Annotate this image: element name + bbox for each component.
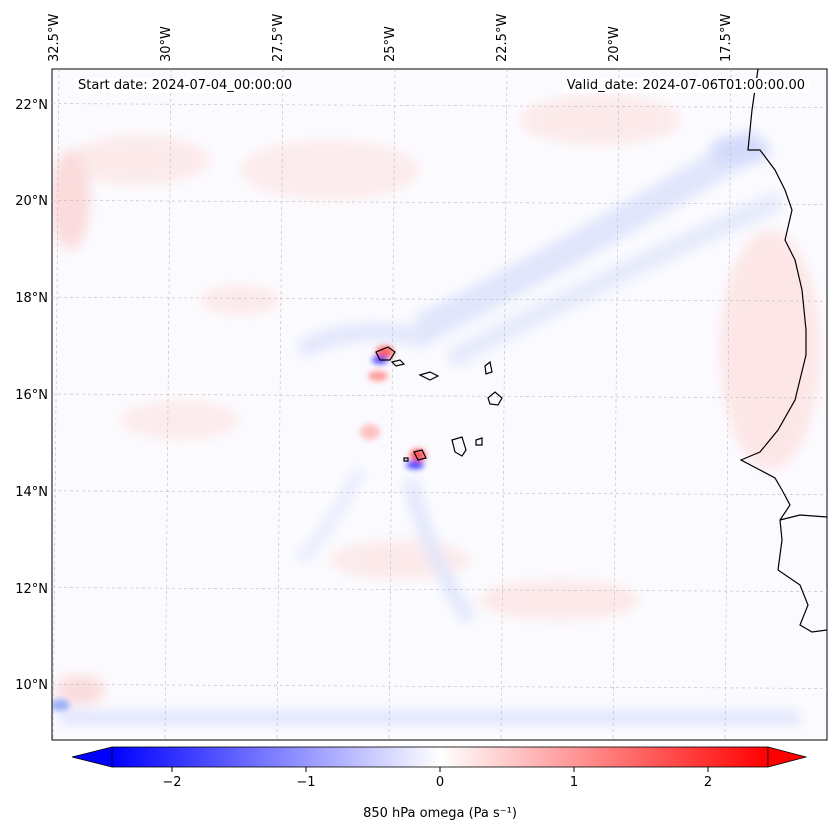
- start-date-label: Start date: 2024-07-04_00:00:00: [74, 78, 297, 93]
- meridian-line: [276, 69, 284, 740]
- graticule: [52, 69, 827, 740]
- colorbar: [111, 746, 769, 768]
- meridian-line: [52, 69, 60, 740]
- map-frame: [51, 68, 828, 741]
- lon-tick-label: 32.5°W: [47, 13, 62, 62]
- lon-tick-label: 25°W: [383, 26, 398, 62]
- valid-date-label: Valid_date: 2024-07-06T01:00:00.00: [562, 78, 809, 93]
- colorbar-label: 850 hPa omega (Pa s⁻¹): [363, 806, 517, 821]
- meridian-line: [612, 69, 620, 740]
- lat-tick-label: 18°N: [15, 291, 48, 307]
- lon-tick-label: 27.5°W: [271, 13, 286, 62]
- colorbar-extend-min: [71, 746, 113, 768]
- colorbar-tick-label: 2: [703, 775, 713, 790]
- lat-tick-label: 16°N: [15, 388, 48, 403]
- lon-tick-label: 17.5°W: [719, 13, 734, 62]
- lat-tick-label: 20°N: [15, 194, 48, 210]
- colorbar-ticks: [171, 767, 709, 772]
- lon-tick-label: 20°W: [607, 26, 622, 62]
- coastline: [375, 69, 827, 633]
- colorbar-extend-max: [767, 746, 808, 768]
- colorbar-tick-label: 0: [435, 775, 445, 790]
- colorbar-tick-label: 1: [569, 775, 579, 790]
- meridian-line: [500, 69, 508, 740]
- colorbar-tick-label: −2: [162, 775, 182, 790]
- lon-tick-label: 22.5°W: [495, 13, 510, 62]
- meridian-line: [388, 69, 396, 740]
- lat-tick-label: 12°N: [15, 581, 48, 597]
- meridian-line: [164, 69, 172, 740]
- colorbar-tick-label: −1: [296, 775, 316, 790]
- omega-field: [52, 69, 827, 740]
- lat-tick-label: 14°N: [15, 484, 48, 500]
- lat-tick-label: 22°N: [15, 97, 48, 113]
- lat-tick-label: 10°N: [15, 678, 48, 694]
- lon-tick-label: 30°W: [159, 26, 174, 62]
- meridian-line: [724, 69, 732, 740]
